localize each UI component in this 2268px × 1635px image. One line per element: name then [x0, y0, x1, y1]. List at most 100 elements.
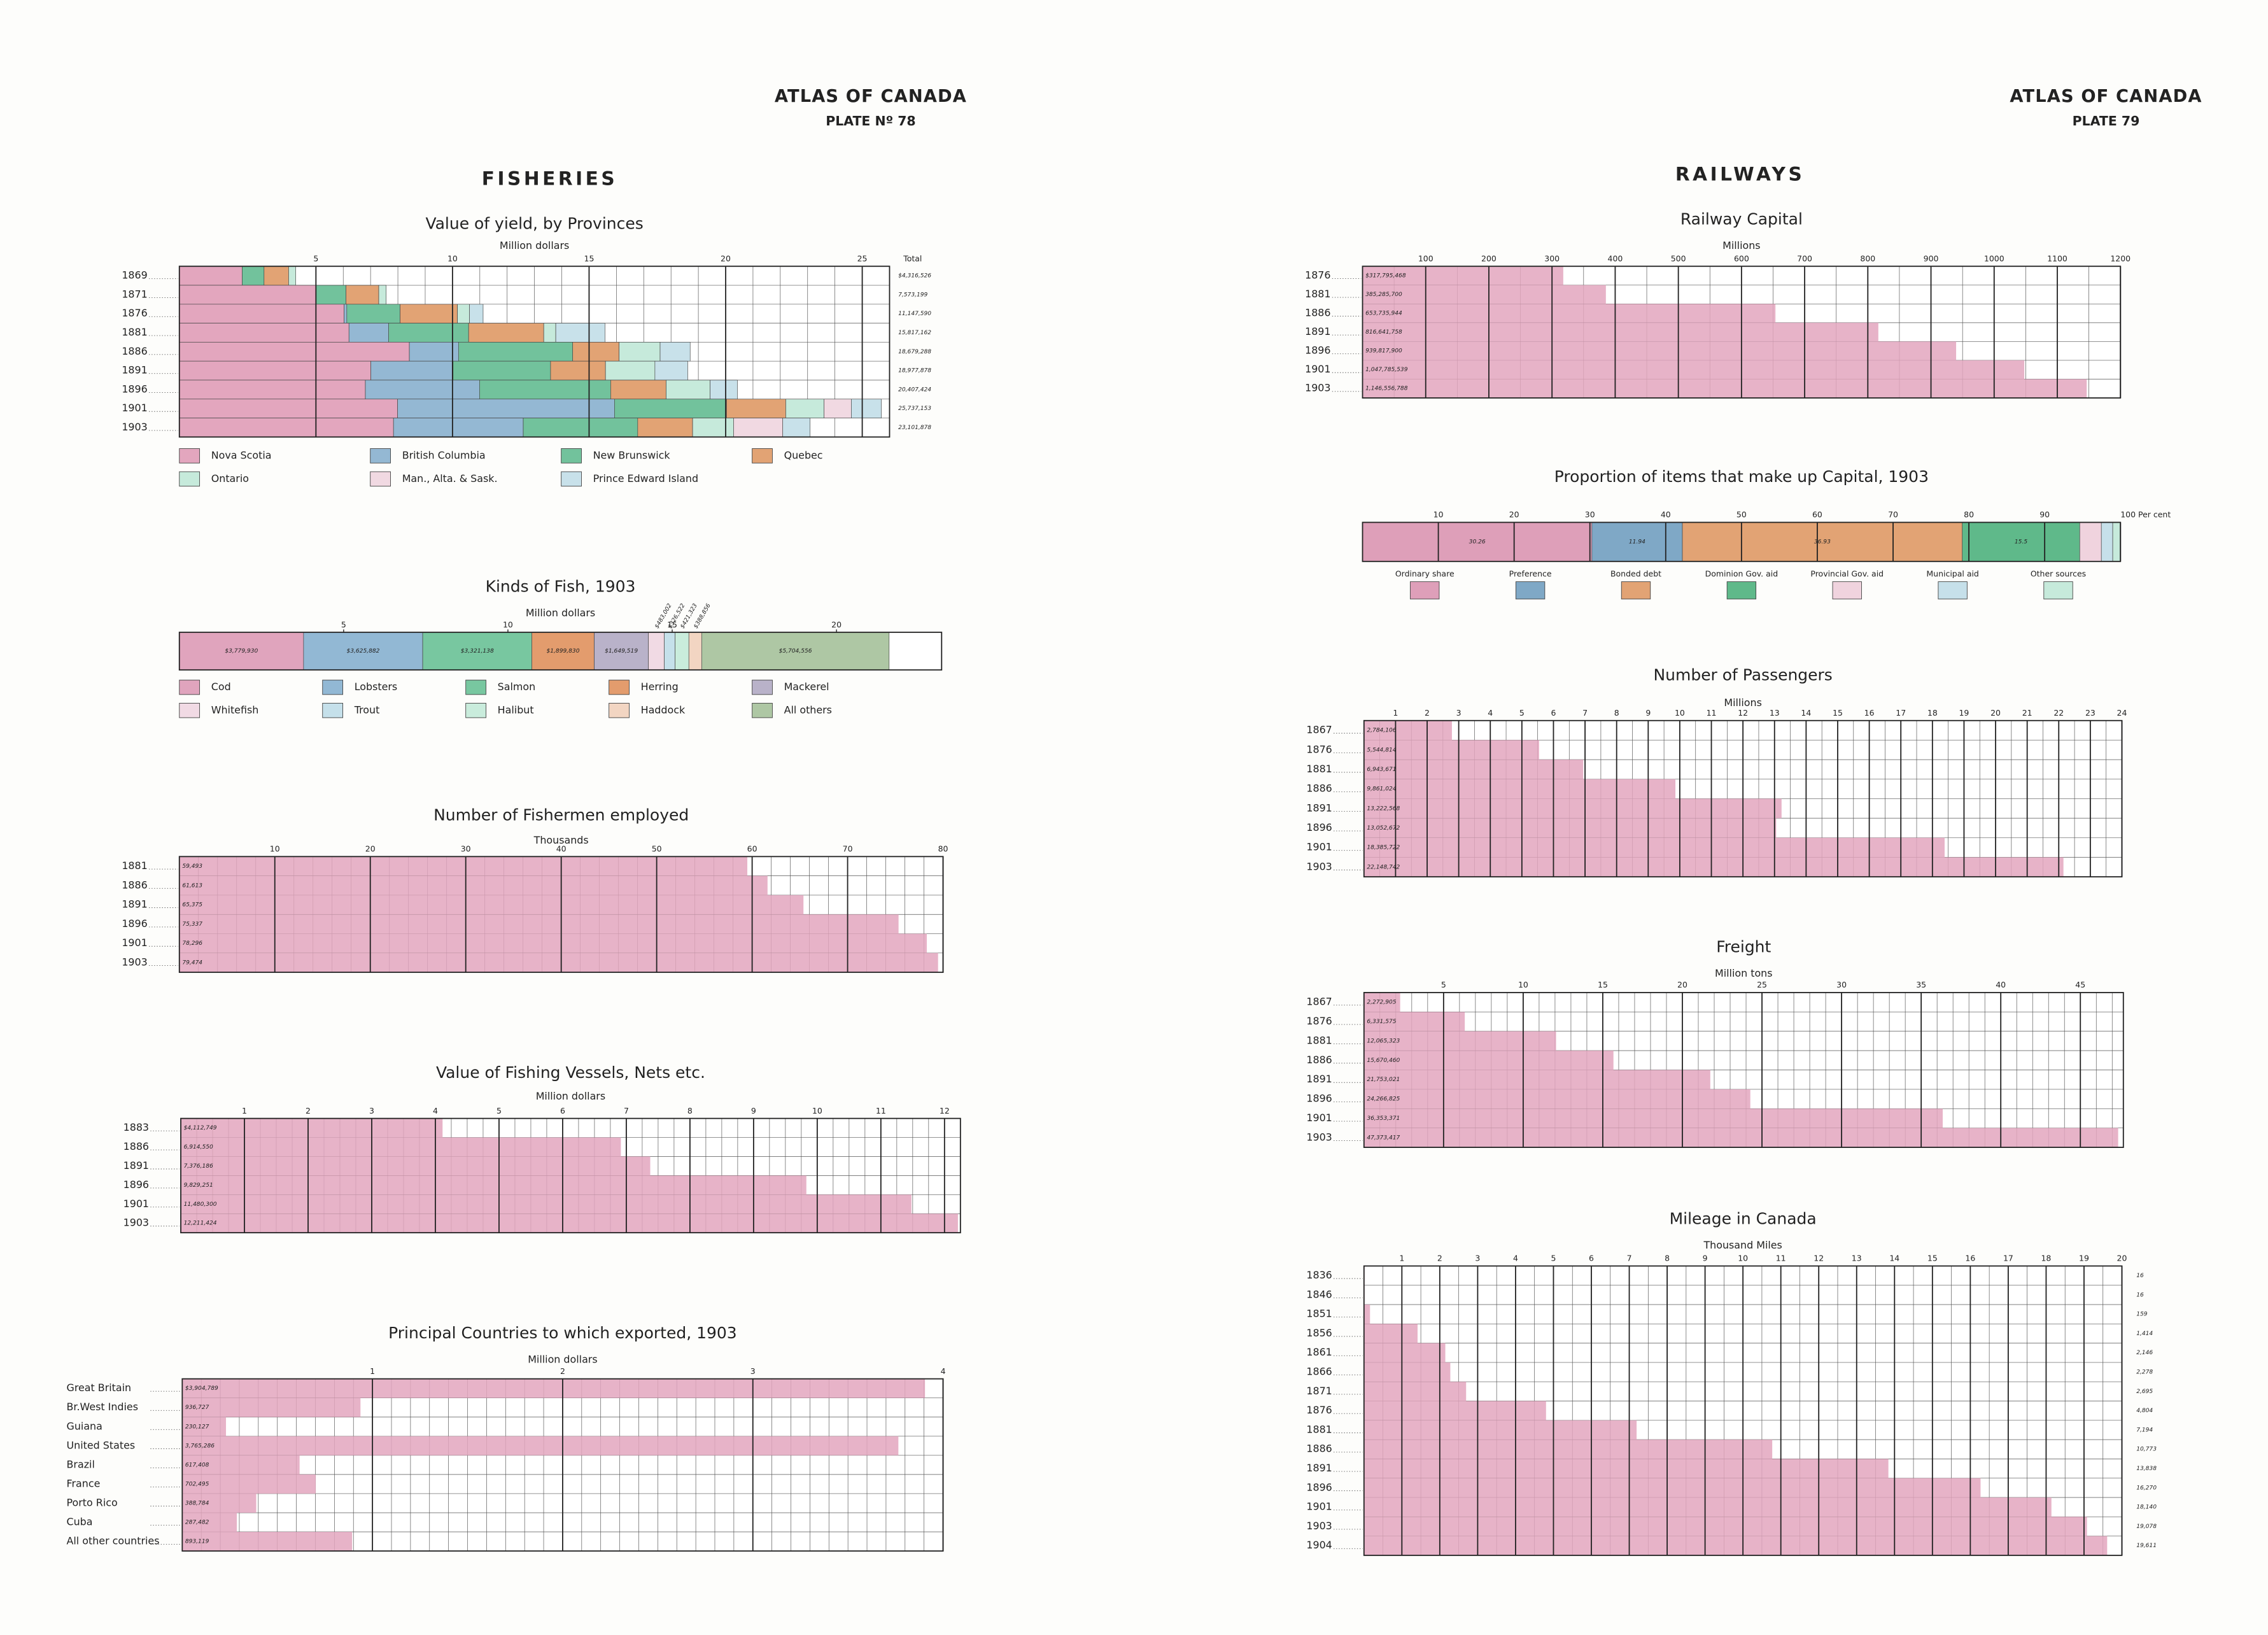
- bar-segment: [659, 342, 691, 362]
- x-tick-label: 2: [1437, 1254, 1442, 1263]
- total-label: $4,316,526: [898, 273, 931, 280]
- category-label: 1903: [1306, 860, 1332, 872]
- value-label: 653,735,944: [1365, 311, 1402, 317]
- category-label: 1896: [122, 917, 147, 930]
- x-tick-label: 200: [1481, 253, 1497, 263]
- legend-label: Cod: [211, 681, 231, 693]
- x-tick-label: 10: [503, 619, 513, 629]
- value-label: 21,753,021: [1367, 1077, 1400, 1083]
- bar-segment: [654, 360, 688, 381]
- chart-title: Principal Countries to which exported, 1…: [388, 1324, 737, 1342]
- legend-swatch: [1938, 581, 1968, 600]
- x-tick-label: 24: [2117, 708, 2127, 718]
- bar: [1362, 266, 1563, 285]
- value-label: 2,278: [2136, 1370, 2153, 1376]
- bar-segment: [648, 632, 665, 670]
- total-label: 25,737,153: [898, 406, 931, 412]
- bar-segment: [605, 360, 656, 381]
- legend-label: New Brunswick: [593, 449, 671, 461]
- value-label: $1,899,830: [547, 648, 580, 655]
- x-tick-label: 2: [560, 1366, 565, 1376]
- category-label: 1891: [1306, 1073, 1332, 1085]
- value-label: 6,331,575: [1367, 1019, 1396, 1025]
- x-tick-label: 16: [1864, 708, 1875, 718]
- x-tick-label: 9: [1703, 1254, 1708, 1263]
- legend-label: Whitefish: [211, 704, 259, 716]
- value-label: 24,266,825: [1367, 1096, 1400, 1103]
- x-tick-label: 60: [747, 844, 757, 853]
- value-label: 9,829,251: [184, 1182, 213, 1189]
- bar: [179, 914, 899, 934]
- bar-segment: [179, 285, 316, 305]
- category-label: 1901: [1306, 841, 1332, 853]
- category-label: 1901: [122, 937, 147, 949]
- total-label: 7,573,199: [898, 292, 927, 298]
- legend-swatch: [561, 471, 582, 487]
- x-tick-label: 1: [1399, 1254, 1404, 1263]
- bar: [1363, 1362, 1451, 1382]
- bar: [182, 1417, 227, 1436]
- bar-segment: [453, 360, 551, 381]
- bar-segment: [710, 379, 738, 400]
- bar-segment: [468, 323, 544, 343]
- category-label: 1876: [1306, 1404, 1332, 1416]
- value-label: 7,194: [2136, 1427, 2153, 1433]
- legend-label: Herring: [641, 681, 679, 693]
- x-tick-label: 600: [1734, 253, 1749, 263]
- bar: [182, 1512, 237, 1532]
- bar-segment: [782, 418, 810, 437]
- x-tick-label: 12: [1814, 1254, 1824, 1263]
- bar: [1363, 1536, 2108, 1555]
- value-label: $3,321,138: [461, 648, 494, 655]
- legend-swatch: [179, 703, 201, 718]
- bar-segment: [378, 285, 386, 305]
- axis-title: Million dollars: [526, 607, 595, 619]
- legend-label: British Columbia: [402, 449, 486, 461]
- x-tick-label: 10: [447, 253, 458, 263]
- value-label: 702,495: [185, 1481, 209, 1487]
- bar-segment: [726, 399, 786, 418]
- category-label: 1866: [1306, 1366, 1332, 1378]
- axis-title: Millions: [1722, 239, 1760, 251]
- category-label: Br.West Indies: [67, 1401, 138, 1413]
- value-label: 12,211,424: [184, 1221, 217, 1227]
- x-tick-label: 1200: [2110, 253, 2131, 263]
- bar: [1362, 379, 2087, 399]
- total-label: 18,679,288: [898, 349, 931, 355]
- bar: [181, 1137, 621, 1157]
- bar: [1362, 285, 1606, 304]
- value-label: $3,779,930: [225, 648, 258, 655]
- x-tick-label: 6: [560, 1106, 565, 1115]
- category-label: Porto Rico: [67, 1496, 118, 1508]
- plot-frame: [178, 632, 943, 671]
- x-tick-label: 10: [1675, 708, 1685, 718]
- axis-title: Millions: [1724, 697, 1761, 709]
- value-label: 893,119: [185, 1539, 209, 1545]
- bar-segment: [346, 304, 400, 323]
- x-tick-label: 5: [1519, 708, 1525, 718]
- legend-label: Salmon: [498, 681, 536, 693]
- bar: [181, 1156, 651, 1176]
- x-tick-label: 30: [1585, 510, 1595, 520]
- legend-swatch: [609, 703, 630, 718]
- bar: [1362, 341, 1957, 360]
- value-label: 816,641,758: [1365, 329, 1402, 336]
- total-header: Total: [903, 253, 922, 263]
- x-tick-label: 14: [1889, 1254, 1899, 1263]
- x-tick-label: 8: [1614, 708, 1619, 718]
- value-label: 30.26: [1469, 539, 1486, 546]
- legend-swatch: [322, 703, 343, 718]
- x-tick-label: 10: [1738, 1254, 1748, 1263]
- value-label: 15.5: [2015, 539, 2027, 546]
- bar: [182, 1474, 316, 1494]
- x-tick-label: 25: [1757, 980, 1767, 989]
- x-tick-label: 3: [750, 1366, 756, 1376]
- value-label: 159: [2136, 1312, 2148, 1318]
- category-label: 1903: [123, 1217, 149, 1229]
- bar-segment: [664, 632, 675, 670]
- category-label: 1883: [123, 1121, 149, 1133]
- value-label: 10,773: [2136, 1447, 2157, 1453]
- x-tick-label: 17: [1896, 708, 1906, 718]
- value-label: 2,784,106: [1367, 728, 1396, 734]
- value-label: $317,795,468: [1365, 273, 1406, 280]
